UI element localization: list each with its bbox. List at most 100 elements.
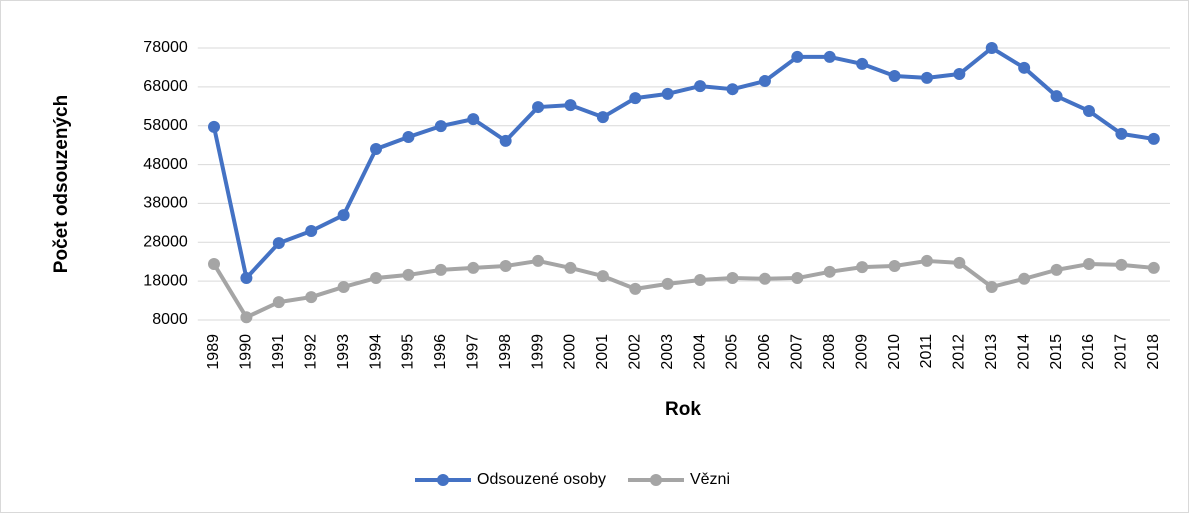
y-tick-label: 58000 <box>143 117 188 134</box>
data-point <box>726 272 739 285</box>
data-point <box>856 57 869 70</box>
legend-marker <box>437 474 449 486</box>
data-point <box>467 261 480 274</box>
x-tick-label: 2013 <box>983 334 1000 370</box>
data-point <box>564 261 577 274</box>
x-tick-label: 2010 <box>886 334 903 370</box>
data-point <box>661 277 674 290</box>
data-point <box>629 282 642 295</box>
data-point <box>1082 104 1095 117</box>
y-tick-label: 28000 <box>143 234 188 251</box>
data-point <box>823 50 836 63</box>
x-tick-label: 1993 <box>335 334 352 370</box>
data-point <box>629 92 642 105</box>
data-point <box>467 113 480 126</box>
data-point <box>272 296 285 309</box>
data-point <box>1115 127 1128 140</box>
x-tick-label: 2012 <box>951 334 968 370</box>
data-point <box>920 71 933 84</box>
data-point <box>499 259 512 272</box>
data-point <box>370 143 383 156</box>
data-point <box>370 272 383 285</box>
legend-label: Odsouzené osoby <box>477 471 606 488</box>
data-point <box>856 261 869 274</box>
data-point <box>953 256 966 269</box>
x-tick-label: 2011 <box>918 334 935 369</box>
data-point <box>791 272 804 285</box>
series-line <box>212 46 1155 281</box>
data-point <box>823 265 836 278</box>
x-tick-label: 1999 <box>529 334 546 370</box>
data-point <box>1050 90 1063 103</box>
legend-label: Vězni <box>690 471 730 488</box>
data-point <box>888 69 901 82</box>
x-tick-label: 2005 <box>724 334 741 370</box>
x-axis-title: Rok <box>665 399 701 420</box>
x-tick-label: 2003 <box>659 334 676 370</box>
data-point <box>596 111 609 124</box>
legend-marker <box>649 474 662 486</box>
x-tick-label: 1994 <box>367 334 384 370</box>
data-point <box>985 42 998 54</box>
data-point <box>1147 132 1160 145</box>
data-point <box>272 237 285 250</box>
data-point <box>305 291 318 304</box>
data-point <box>240 311 253 324</box>
x-tick-label: 2017 <box>1113 334 1130 370</box>
x-tick-label: 2009 <box>853 334 870 370</box>
x-tick-label: 1992 <box>302 334 319 370</box>
x-tick-label: 2004 <box>691 334 708 370</box>
x-tick-label: 1989 <box>205 334 222 370</box>
data-point <box>240 272 253 285</box>
data-point <box>305 225 318 238</box>
x-tick-label: 2007 <box>789 334 806 370</box>
y-tick-label: 48000 <box>143 156 188 173</box>
data-point <box>953 68 966 81</box>
data-point <box>337 209 350 222</box>
data-point <box>499 134 512 147</box>
data-point <box>564 99 577 112</box>
data-point <box>1050 263 1063 276</box>
data-point <box>758 272 771 285</box>
x-tick-label: 1990 <box>238 334 255 370</box>
data-point <box>402 268 415 281</box>
data-point <box>532 254 545 267</box>
y-tick-label: 38000 <box>143 195 188 212</box>
x-tick-label: 1995 <box>400 334 417 370</box>
x-tick-label: 1996 <box>432 334 449 370</box>
x-tick-label: 1998 <box>497 334 514 370</box>
data-point <box>888 259 901 272</box>
data-point <box>1018 272 1031 285</box>
y-tick-label: 8000 <box>152 311 188 328</box>
data-point <box>1082 258 1095 271</box>
data-point <box>532 101 545 114</box>
data-point <box>208 258 221 271</box>
data-point <box>985 280 998 293</box>
data-point <box>920 254 933 267</box>
data-point <box>208 120 221 133</box>
x-tick-label: 2000 <box>562 334 579 370</box>
x-tick-label: 1997 <box>464 334 481 370</box>
data-point <box>402 130 415 143</box>
x-tick-label: 2008 <box>821 334 838 370</box>
data-point <box>337 280 350 293</box>
y-tick-label: 78000 <box>143 39 188 56</box>
data-point <box>791 50 804 63</box>
x-tick-label: 2006 <box>756 334 773 370</box>
data-point <box>434 263 447 276</box>
x-tick-label: 2016 <box>1080 334 1097 370</box>
y-tick-label: 18000 <box>143 272 188 289</box>
x-tick-label: 2002 <box>627 334 644 370</box>
data-point <box>434 120 447 133</box>
data-point <box>694 273 707 286</box>
data-point <box>726 83 739 96</box>
data-point <box>1115 258 1128 271</box>
data-point <box>758 75 771 88</box>
x-tick-label: 2015 <box>1048 334 1065 370</box>
data-point <box>596 270 609 283</box>
x-tick-label: 2018 <box>1145 334 1162 370</box>
y-axis-title: Počet odsouzených <box>51 95 72 273</box>
x-tick-label: 2001 <box>594 334 611 370</box>
